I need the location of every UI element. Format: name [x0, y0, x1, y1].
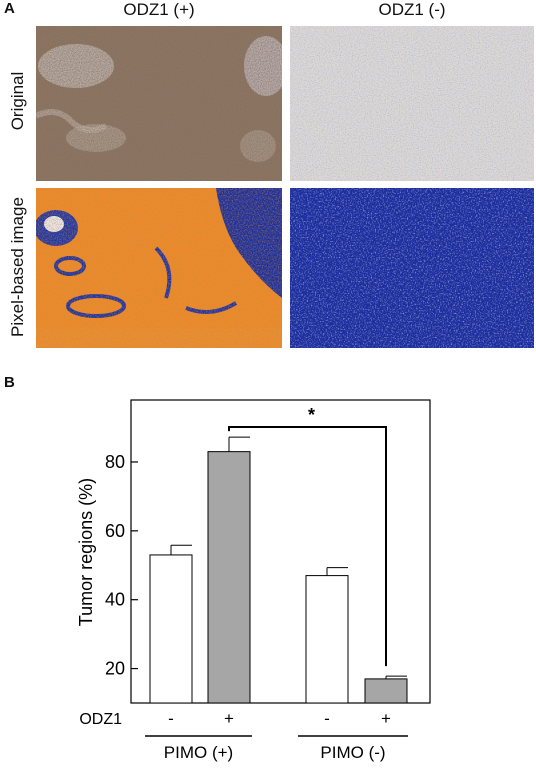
- bars: [149, 436, 408, 704]
- odz1-category-label: +: [224, 709, 234, 728]
- bar-chart: 20 40 60 80 Tumor regions (%) * ODZ1 - + - + P…: [76, 399, 431, 762]
- y-axis-ticks: 20 40 60 80: [105, 452, 138, 679]
- significance-label: *: [308, 405, 315, 425]
- column-title-odz1-positive: ODZ1 (+): [123, 0, 195, 19]
- panel-b-letter: B: [4, 374, 15, 391]
- bar: [149, 554, 193, 704]
- significance-line: [228, 426, 387, 667]
- y-tick-label: 60: [105, 521, 125, 541]
- y-axis-label: Tumor regions (%): [76, 478, 96, 626]
- row-title-original: Original: [8, 71, 27, 131]
- odz1-category-label: -: [324, 709, 330, 728]
- micrograph-odz1-positive-pixel: [36, 188, 282, 348]
- odz1-category-label: +: [381, 709, 391, 728]
- micrograph-odz1-negative-pixel: [290, 188, 534, 348]
- group-labels: PIMO (+) PIMO (-): [145, 735, 408, 762]
- row-title-pixel-based: Pixel-based image: [8, 197, 27, 337]
- bar: [305, 575, 349, 704]
- bar: [364, 678, 408, 704]
- significance-bracket: *: [228, 405, 387, 667]
- odz1-category-label: -: [168, 709, 174, 728]
- column-title-odz1-negative: ODZ1 (-): [378, 0, 446, 19]
- y-tick-label: 20: [105, 659, 125, 679]
- y-tick-label: 40: [105, 590, 125, 610]
- micrograph-odz1-positive-original: [36, 26, 282, 181]
- group-label: PIMO (-): [320, 743, 385, 762]
- group-label: PIMO (+): [164, 743, 233, 762]
- micrograph-odz1-negative-original: [290, 26, 534, 181]
- odz1-row-label: ODZ1: [79, 711, 122, 728]
- category-labels: - + - +: [168, 709, 391, 728]
- y-tick-label: 80: [105, 452, 125, 472]
- panel-a-letter: A: [4, 0, 15, 17]
- bar: [207, 451, 251, 704]
- plot-frame: [130, 399, 431, 704]
